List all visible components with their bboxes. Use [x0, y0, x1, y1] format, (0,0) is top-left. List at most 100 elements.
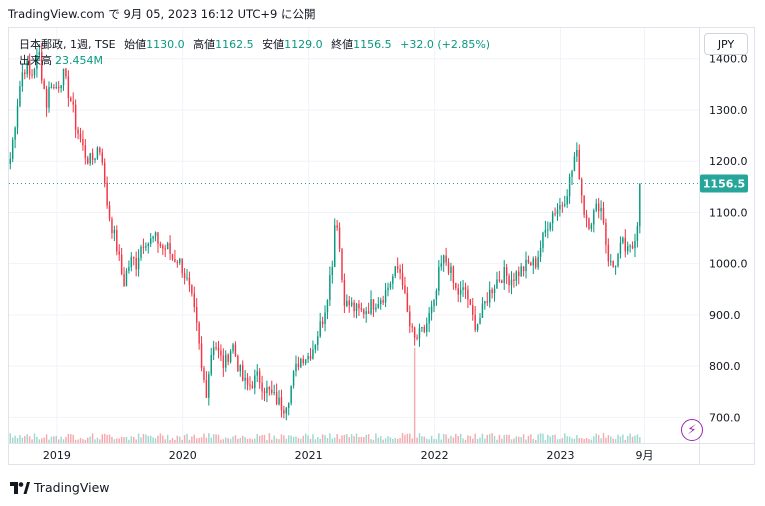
- candle-body: [525, 259, 527, 272]
- volume-bar: [164, 439, 166, 443]
- candle-body: [605, 222, 607, 245]
- volume-bar: [317, 436, 319, 443]
- candle-body: [459, 289, 462, 295]
- volume-bar: [295, 436, 297, 443]
- candle-body: [45, 88, 48, 108]
- volume-bar: [174, 439, 176, 443]
- volume-bar: [45, 434, 48, 443]
- candle-body: [24, 72, 26, 75]
- candle-body: [91, 153, 94, 161]
- volume-bar: [116, 438, 118, 443]
- volume-bar: [636, 434, 639, 443]
- candle-body: [508, 275, 510, 286]
- volume-bar: [62, 439, 65, 443]
- candle-body: [89, 153, 91, 164]
- volume-bar: [307, 435, 309, 443]
- volume-bar: [246, 438, 249, 443]
- volume-bar: [556, 439, 559, 443]
- candle-body: [287, 403, 290, 408]
- candle-body: [258, 371, 261, 383]
- candle-body: [232, 344, 234, 352]
- candle-body: [518, 271, 520, 277]
- volume-bar: [113, 439, 116, 443]
- volume-bar: [188, 439, 191, 443]
- candle-body: [573, 156, 576, 172]
- volume-bar: [554, 434, 556, 443]
- volume-bar: [215, 434, 217, 443]
- volume-bar: [510, 439, 513, 443]
- volume-bar: [612, 438, 614, 443]
- candle-body: [384, 290, 387, 303]
- volume-bar: [106, 434, 108, 443]
- candle-body: [193, 293, 196, 307]
- candle-body: [387, 287, 389, 291]
- candle-body: [237, 356, 239, 372]
- candle-body: [551, 213, 554, 224]
- volume-bar: [84, 439, 87, 443]
- volume-bar: [152, 437, 154, 443]
- volume-bar: [229, 438, 232, 443]
- currency-button[interactable]: JPY: [704, 33, 748, 55]
- volume-bar: [360, 436, 363, 443]
- candle-body: [619, 242, 622, 254]
- volume-bar: [346, 434, 348, 443]
- volume-bar: [9, 433, 11, 443]
- candle-body: [430, 306, 433, 313]
- candle-body: [176, 262, 179, 264]
- volume-bar: [157, 435, 159, 443]
- volume-bar: [401, 433, 404, 443]
- candle-body: [498, 279, 501, 281]
- volume-bar: [290, 435, 292, 443]
- volume-bar: [21, 437, 24, 443]
- candle-body: [438, 266, 440, 291]
- volume-bar: [198, 437, 200, 443]
- volume-bar: [503, 435, 505, 443]
- volume-bar: [607, 435, 610, 443]
- candle-body: [358, 303, 360, 309]
- candle-body: [246, 377, 249, 385]
- volume-bar: [600, 438, 602, 443]
- volume-bar: [602, 433, 605, 443]
- volume-bar: [329, 433, 331, 443]
- candle-body: [103, 162, 106, 183]
- volume-bar: [396, 438, 399, 443]
- candle-body: [297, 363, 300, 368]
- candle-body: [188, 277, 191, 286]
- volume-bar: [212, 434, 215, 443]
- candle-body: [576, 149, 578, 157]
- volume-bar: [350, 434, 353, 443]
- candle-body: [382, 300, 384, 303]
- publish-info: TradingView.com で 9月 05, 2023 16:12 UTC+…: [8, 7, 316, 21]
- candle-body: [455, 282, 457, 289]
- candle-body: [333, 225, 336, 267]
- volume-bar: [367, 434, 370, 443]
- tradingview-logo[interactable]: TradingView: [10, 480, 110, 495]
- volume-bar: [474, 433, 476, 443]
- volume-bar: [24, 436, 26, 443]
- candle-body: [491, 289, 493, 293]
- volume-bar: [108, 434, 111, 443]
- volume-bar: [338, 438, 341, 443]
- volume-bar: [416, 437, 418, 443]
- volume-bar: [191, 436, 193, 443]
- close-label: 終値: [331, 38, 354, 51]
- lightning-icon[interactable]: ⚡: [681, 419, 703, 441]
- volume-bar: [343, 434, 346, 443]
- volume-bar: [467, 435, 469, 443]
- candle-body: [128, 267, 130, 271]
- candle-body: [99, 147, 101, 153]
- candle-body: [413, 327, 416, 338]
- y-tick-label: 800.0: [709, 360, 741, 373]
- candle-body: [220, 350, 222, 356]
- volume-bar: [549, 436, 551, 443]
- candle-body: [355, 303, 358, 312]
- volume-bar: [125, 436, 128, 443]
- volume-bar: [28, 436, 31, 443]
- candle-body: [152, 236, 154, 239]
- candle-body: [149, 238, 152, 244]
- candle-body: [404, 285, 406, 294]
- volume-bar: [539, 433, 542, 443]
- candle-body: [140, 246, 142, 259]
- candle-body: [275, 391, 278, 405]
